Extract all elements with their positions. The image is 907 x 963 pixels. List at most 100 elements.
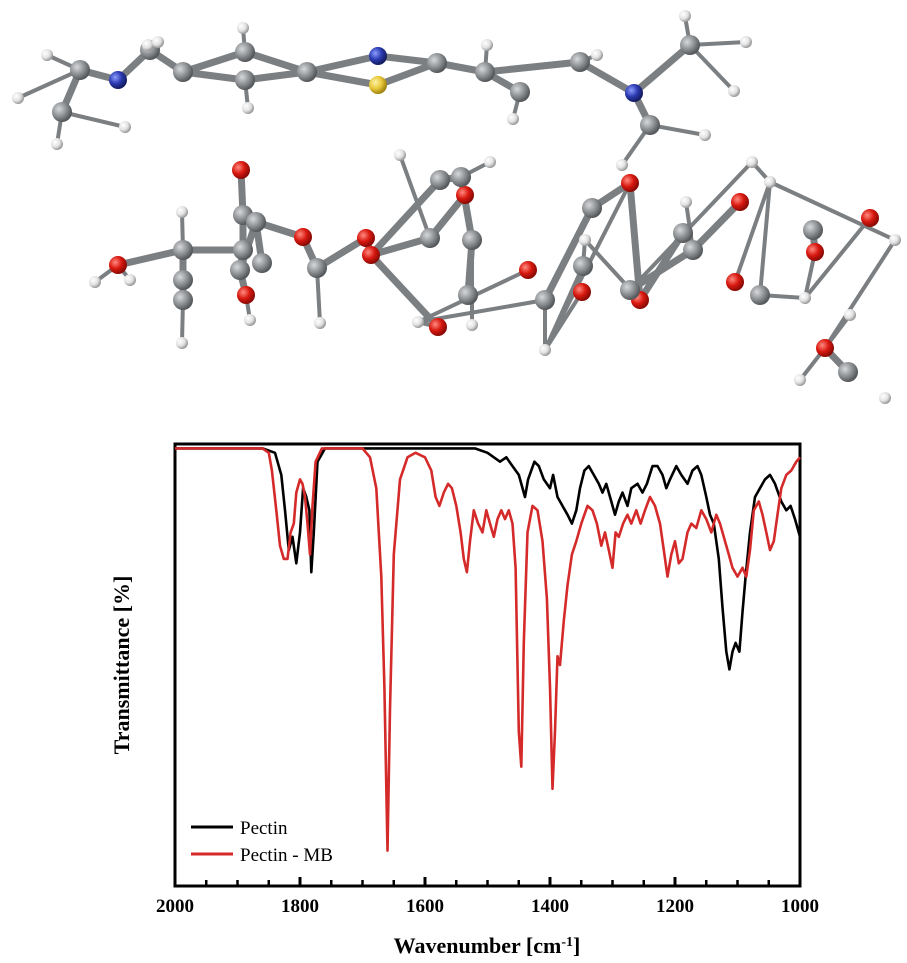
oxygen-atom bbox=[232, 161, 250, 179]
carbon-atom bbox=[750, 285, 770, 305]
x-tick-label: 1200 bbox=[656, 896, 694, 917]
hydrogen-atom bbox=[680, 196, 692, 208]
oxygen-atom bbox=[456, 186, 474, 204]
carbon-atom bbox=[420, 228, 440, 248]
hydrogen-atom bbox=[507, 113, 519, 125]
oxygen-atom bbox=[429, 318, 447, 336]
carbon-atom bbox=[803, 220, 823, 240]
carbon-atom bbox=[640, 115, 660, 135]
carbon-atom bbox=[582, 198, 602, 218]
hydrogen-atom bbox=[176, 337, 188, 349]
bond bbox=[576, 58, 638, 97]
hydrogen-atom bbox=[484, 156, 496, 168]
x-axis-label: Wavenumber [cm-1] bbox=[394, 933, 581, 958]
oxygen-atom bbox=[861, 209, 879, 227]
bond bbox=[398, 153, 432, 240]
ftir-spectrum-chart: 2000 1800 1600 1400 1200 1000 Wavenumber [cm-… bbox=[109, 442, 819, 958]
bond bbox=[541, 204, 596, 304]
bond bbox=[630, 41, 694, 97]
hydrogen-atom bbox=[41, 49, 53, 61]
x-tick-label: 2000 bbox=[156, 896, 194, 917]
carbon-atom bbox=[235, 42, 255, 62]
carbon-atom bbox=[620, 280, 640, 300]
bond bbox=[689, 198, 744, 254]
oxygen-atom bbox=[109, 256, 127, 274]
bond bbox=[481, 58, 584, 76]
hydrogen-atom bbox=[244, 314, 256, 326]
molecule-atoms bbox=[12, 10, 901, 404]
hydrogen-atom bbox=[51, 138, 63, 150]
hydrogen-atom bbox=[591, 49, 603, 61]
hydrogen-atom bbox=[579, 234, 591, 246]
bond bbox=[803, 216, 872, 300]
hydrogen-atom bbox=[412, 316, 424, 328]
bond bbox=[688, 43, 736, 93]
hydrogen-atom bbox=[539, 344, 551, 356]
hydrogen-atom bbox=[764, 176, 776, 188]
carbon-atom bbox=[70, 60, 90, 80]
carbon-atom bbox=[307, 258, 327, 278]
hydrogen-atom bbox=[481, 39, 493, 51]
hydrogen-atom bbox=[89, 276, 101, 288]
hydrogen-atom bbox=[844, 309, 856, 321]
hydrogen-atom bbox=[176, 206, 188, 218]
oxygen-atom bbox=[237, 286, 255, 304]
bond bbox=[374, 59, 441, 89]
legend-label-pectin: Pectin bbox=[240, 818, 288, 839]
legend-label-pectin-mb: Pectin - MB bbox=[240, 845, 333, 866]
hydrogen-atom bbox=[466, 319, 478, 331]
carbon-atom bbox=[430, 170, 450, 190]
carbon-atom bbox=[573, 256, 593, 276]
hydrogen-atom bbox=[746, 156, 758, 168]
bond bbox=[626, 246, 697, 294]
carbon-atom bbox=[52, 102, 72, 122]
series-lines bbox=[175, 447, 802, 852]
carbon-atom bbox=[683, 240, 703, 260]
oxygen-atom bbox=[573, 283, 591, 301]
bond bbox=[16, 68, 82, 100]
hydrogen-atom bbox=[679, 10, 691, 22]
hydrogen-atom bbox=[889, 234, 901, 246]
bond bbox=[114, 246, 187, 269]
series-line-pectin-mb bbox=[175, 447, 801, 852]
carbon-atom bbox=[462, 230, 482, 250]
bond bbox=[179, 68, 249, 84]
bond bbox=[367, 234, 434, 259]
hydrogen-atom bbox=[699, 129, 711, 141]
hydrogen-atom bbox=[314, 317, 326, 329]
series-line-pectin bbox=[175, 447, 802, 671]
carbon-atom bbox=[673, 223, 693, 243]
carbon-atom bbox=[173, 240, 193, 260]
hydrogen-atom bbox=[879, 392, 891, 404]
carbon-atom bbox=[230, 260, 250, 280]
legend: Pectin Pectin - MB bbox=[191, 818, 333, 866]
oxygen-atom bbox=[726, 273, 744, 291]
hydrogen-atom bbox=[152, 36, 164, 48]
carbon-atom bbox=[173, 270, 193, 290]
oxygen-atom bbox=[816, 339, 834, 357]
bond bbox=[628, 160, 754, 292]
hydrogen-atom bbox=[616, 159, 628, 171]
x-tick-label: 1400 bbox=[531, 896, 569, 917]
hydrogen-atom bbox=[119, 121, 131, 133]
hydrogen-atom bbox=[799, 292, 811, 304]
hydrogen-atom bbox=[728, 85, 740, 97]
nitrogen-atom bbox=[369, 47, 387, 65]
carbon-atom bbox=[173, 62, 193, 82]
hydrogen-atom bbox=[740, 36, 752, 48]
carbon-atom bbox=[458, 285, 478, 305]
bond bbox=[179, 48, 249, 76]
x-tick-label: 1800 bbox=[281, 896, 319, 917]
bond bbox=[733, 180, 772, 284]
nitrogen-atom bbox=[109, 71, 127, 89]
carbon-atom bbox=[252, 253, 272, 273]
bond bbox=[241, 68, 311, 84]
carbon-atom bbox=[235, 70, 255, 90]
hydrogen-atom bbox=[142, 39, 154, 51]
carbon-atom bbox=[427, 53, 447, 73]
bond bbox=[367, 251, 442, 331]
bond bbox=[768, 180, 897, 242]
molecule-bonds bbox=[16, 14, 897, 382]
oxygen-atom bbox=[519, 261, 537, 279]
carbon-atom bbox=[510, 82, 530, 102]
